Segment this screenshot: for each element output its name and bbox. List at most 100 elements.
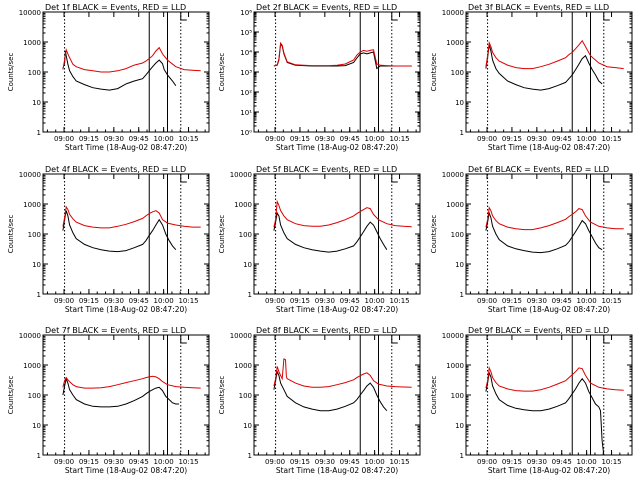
y-axis-label: Counts/sec [430,376,438,415]
x-tick-label: 10:15 [178,297,198,305]
x-tick-label: 09:15 [79,458,99,466]
x-tick-label: 09:45 [340,458,360,466]
x-tick-label: 09:45 [552,297,572,305]
y-tick-label: 10¹ [240,109,252,117]
x-tick-label: 10:15 [389,297,409,305]
panel-title: Det 8f BLACK = Events, RED = LLD [256,326,397,335]
plot-frame [465,334,633,456]
panel-title: Det 5f BLACK = Events, RED = LLD [256,165,397,174]
x-tick-label: 10:15 [178,458,198,466]
x-tick-label: 09:30 [104,297,124,305]
events-series-line [485,44,603,91]
x-tick-label: 10:15 [601,458,621,466]
y-tick-label: 10 [243,422,252,430]
y-tick-label: 10 [455,99,464,107]
lld-series-line [485,39,624,70]
y-tick-label: 100 [239,231,252,239]
y-tick-label: 10000 [442,332,464,340]
detector-panel-1: Det 1f BLACK = Events, RED = LLD 1 10 100 10… [7,3,210,152]
events-series-line [62,50,177,91]
x-tick-label: 10:00 [154,458,174,466]
x-axis-label: Start Time (18-Aug-02 08:47:20) [488,466,610,475]
detector-panel-9: Det 9f BLACK = Events, RED = LLD 1 10 100 10… [430,326,633,475]
y-axis-label: Counts/sec [218,53,226,92]
marker-bracket [603,174,610,183]
events-series-line [62,210,177,253]
detector-panel-5: Det 5f BLACK = Events, RED = LLD 1 10 100 10… [218,165,421,314]
marker-bracket [603,335,610,344]
y-tick-label: 10 [455,261,464,269]
y-axis-label: Counts/sec [7,53,15,92]
lld-series-line [62,375,201,389]
plot-frame [253,334,421,456]
x-axis-label: Start Time (18-Aug-02 08:47:20) [276,466,398,475]
x-tick-label: 09:30 [527,458,547,466]
y-tick-label: 1000 [234,362,252,370]
y-tick-label: 10 [32,261,41,269]
y-tick-label: 10⁴ [240,49,252,57]
x-tick-label: 10:15 [601,135,621,143]
y-tick-label: 1000 [23,362,41,370]
x-tick-label: 09:00 [54,458,74,466]
y-tick-label: 1000 [23,39,41,47]
y-tick-label: 1000 [446,201,464,209]
y-tick-label: 1000 [23,201,41,209]
x-tick-label: 10:15 [178,135,198,143]
x-tick-label: 09:30 [315,458,335,466]
y-tick-label: 1 [460,452,464,460]
x-axis-label: Start Time (18-Aug-02 08:47:20) [276,305,398,314]
plot-frame [42,11,210,133]
y-tick-label: 10 [243,261,252,269]
y-tick-label: 100 [239,392,252,400]
y-tick-label: 1 [248,452,252,460]
x-tick-label: 10:15 [389,135,409,143]
plot-frame [465,173,633,295]
x-tick-label: 09:45 [129,297,149,305]
plot-frame [465,11,633,133]
y-tick-label: 10000 [230,171,252,179]
x-tick-label: 10:00 [365,458,385,466]
events-series-line [273,211,388,253]
y-tick-label: 10⁶ [240,9,252,17]
y-tick-label: 10³ [240,69,252,77]
x-tick-label: 10:15 [389,458,409,466]
panel-title: Det 1f BLACK = Events, RED = LLD [45,3,186,12]
marker-bracket [180,12,187,21]
y-tick-label: 10 [32,99,41,107]
panel-title: Det 7f BLACK = Events, RED = LLD [45,326,186,335]
y-axis-label: Counts/sec [7,215,15,254]
x-tick-label: 09:15 [502,458,522,466]
y-tick-label: 1000 [234,201,252,209]
x-tick-label: 09:00 [477,458,497,466]
x-tick-label: 10:00 [154,135,174,143]
plot-frame [42,334,210,456]
marker-bracket [391,174,398,183]
marker-bracket [391,12,398,21]
events-series-line [485,370,605,455]
y-tick-label: 10 [32,422,41,430]
y-tick-label: 100 [28,69,41,77]
x-tick-label: 09:30 [315,297,335,305]
x-tick-label: 09:15 [502,297,522,305]
y-tick-label: 1 [37,129,41,137]
lld-series-line [273,358,412,388]
y-tick-label: 10⁵ [240,29,252,37]
x-axis-label: Start Time (18-Aug-02 08:47:20) [276,143,398,152]
panel-title: Det 3f BLACK = Events, RED = LLD [468,3,609,12]
y-tick-label: 10 [455,422,464,430]
panel-title: Det 2f BLACK = Events, RED = LLD [256,3,397,12]
detector-panel-2: Det 2f BLACK = Events, RED = LLD 10⁰ 10¹ 10… [218,3,421,152]
y-tick-label: 10000 [19,171,41,179]
marker-bracket [180,335,187,344]
x-tick-label: 09:15 [290,135,310,143]
y-tick-label: 10000 [230,332,252,340]
x-tick-label: 10:00 [577,297,597,305]
plot-frame [253,173,421,295]
y-tick-label: 1 [460,129,464,137]
x-tick-label: 10:15 [601,297,621,305]
y-tick-label: 1 [248,291,252,299]
x-tick-label: 09:15 [79,297,99,305]
lld-series-line [485,206,624,231]
x-tick-label: 09:00 [265,458,285,466]
